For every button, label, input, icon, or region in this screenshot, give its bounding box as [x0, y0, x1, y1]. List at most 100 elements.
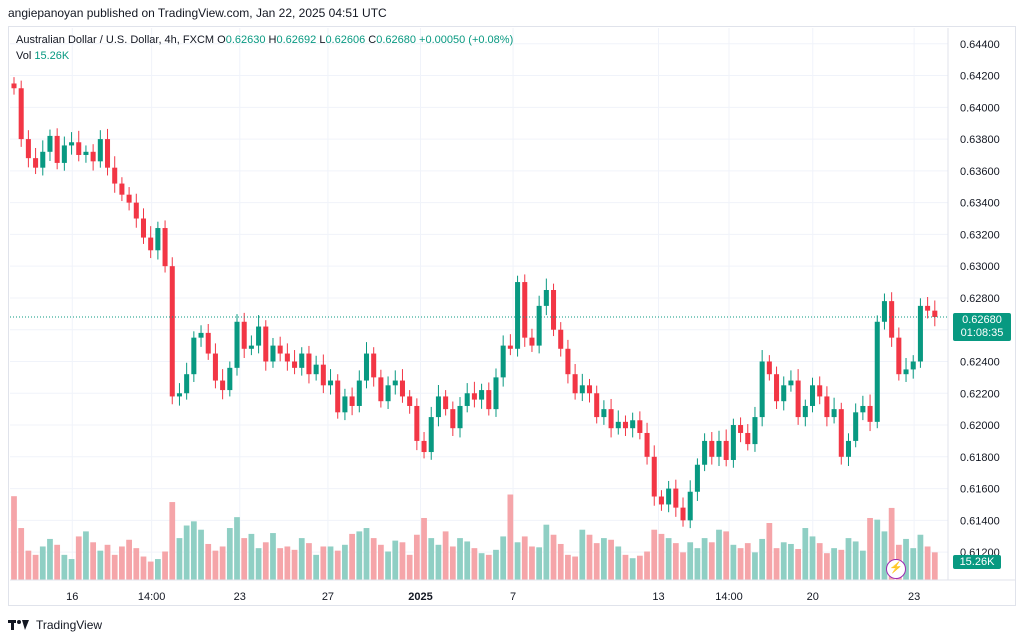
volume-bar — [874, 519, 881, 580]
volume-bar — [241, 538, 248, 580]
candle-body — [522, 282, 528, 338]
candle-body — [896, 337, 902, 375]
candle-body — [917, 305, 923, 362]
candle-body — [263, 326, 269, 362]
candle-body — [529, 337, 535, 346]
volume-bar — [378, 544, 384, 580]
volume-bar — [320, 546, 327, 580]
volume-bar — [226, 528, 233, 580]
volume-bar — [572, 556, 578, 580]
flash-icon[interactable]: ⚡ — [886, 559, 906, 579]
volume-bar — [565, 554, 571, 580]
volume-bar — [75, 536, 82, 580]
candle-body — [680, 507, 686, 521]
candle-body — [18, 88, 24, 140]
volume-bar — [370, 538, 377, 580]
volume-label: Vol — [16, 50, 32, 62]
volume-bar — [500, 536, 507, 580]
volume-bar — [334, 550, 341, 580]
volume-bar — [881, 531, 888, 580]
volume-legend[interactable]: Vol 15.26K — [16, 50, 69, 62]
volume-bar — [291, 549, 298, 580]
candle-body — [630, 420, 636, 429]
candle-body — [723, 440, 729, 460]
volume-bar — [924, 546, 931, 580]
volume-bar — [665, 538, 672, 580]
volume-bar — [47, 538, 53, 580]
candle-body — [342, 396, 348, 413]
brand-name: TradingView — [36, 618, 103, 632]
y-tick-label: 0.61400 — [960, 515, 1000, 527]
volume-bar — [277, 548, 284, 580]
volume-bar — [586, 534, 593, 580]
candle-body — [148, 237, 154, 251]
volume-bar — [90, 542, 97, 580]
volume-bar — [298, 538, 305, 580]
candle-body — [83, 151, 89, 155]
y-tick-label: 0.61800 — [960, 452, 1000, 464]
candle-body — [155, 228, 161, 251]
candle-body — [838, 409, 844, 457]
volume-bar — [543, 524, 550, 580]
volume-bar — [97, 550, 104, 580]
x-tick-label: 20 — [807, 591, 819, 603]
candle-body — [565, 348, 571, 375]
candle-body — [428, 417, 434, 453]
candle-body — [227, 367, 233, 391]
volume-bar — [601, 538, 607, 580]
volume-bar — [716, 529, 722, 580]
candle-body — [702, 440, 708, 465]
candle-body — [601, 409, 607, 418]
volume-bar — [327, 546, 334, 580]
candle-body — [119, 183, 125, 195]
candle-body — [644, 432, 650, 457]
volume-bar — [219, 546, 226, 580]
candle-body — [378, 377, 384, 402]
change-value: +0.00050 (+0.08%) — [419, 34, 514, 46]
candle-body — [162, 228, 168, 267]
candle-body — [551, 290, 557, 330]
volume-bar — [61, 554, 68, 580]
candle-body — [407, 396, 413, 406]
candle-body — [486, 390, 492, 410]
volume-bar — [917, 534, 924, 580]
candle-body — [371, 353, 377, 378]
candle-body — [687, 491, 693, 521]
volume-bar — [687, 542, 694, 580]
candle-body — [399, 380, 405, 397]
volume-bar — [68, 559, 75, 580]
volume-bar — [198, 529, 204, 580]
candle-body — [766, 361, 772, 375]
candle-body — [270, 345, 276, 362]
candle-body — [572, 374, 578, 394]
candle-body — [745, 432, 751, 445]
volume-bar — [529, 546, 535, 580]
candle-body — [392, 380, 398, 386]
volume-bar — [859, 550, 866, 580]
volume-bar — [270, 533, 276, 580]
candle-body — [903, 369, 909, 375]
chart-frame[interactable] — [8, 26, 1016, 606]
candle-body — [752, 417, 758, 445]
tradingview-logo[interactable]: TradingView — [8, 618, 102, 632]
low-value: 0.62606 — [325, 34, 366, 46]
volume-bar — [356, 531, 363, 580]
candle-body — [97, 139, 103, 162]
candle-body — [651, 456, 657, 497]
volume-bar — [413, 534, 420, 580]
x-tick-label: 23 — [234, 591, 246, 603]
volume-bar — [449, 546, 456, 580]
candle-body — [471, 393, 477, 400]
x-tick-label: 27 — [322, 591, 334, 603]
candle-body — [248, 345, 254, 349]
volume-bar — [428, 538, 435, 580]
close-value: 0.62680 — [376, 34, 416, 46]
y-tick-label: 0.64400 — [960, 39, 1000, 51]
volume-bar — [306, 543, 312, 580]
symbol-legend[interactable]: Australian Dollar / U.S. Dollar, 4h, FXC… — [16, 34, 513, 46]
volume-bar — [536, 547, 543, 580]
candle-body — [759, 361, 765, 418]
candle-body — [284, 353, 290, 362]
volume-bar — [392, 540, 399, 580]
